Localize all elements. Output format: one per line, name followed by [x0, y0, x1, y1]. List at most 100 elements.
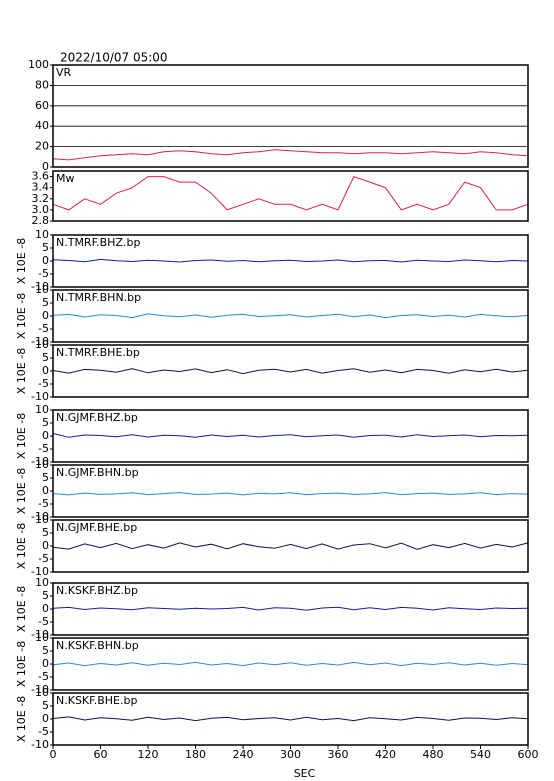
y-tick-label: 20: [35, 140, 49, 153]
x-tick-label: 0: [50, 748, 57, 761]
y-tick-label: 10: [35, 283, 49, 296]
y-tick-label: 3.2: [32, 192, 50, 205]
y-axis-label: X 10E -8: [15, 293, 28, 339]
y-tick-label: 0: [42, 657, 49, 670]
series-line: [52, 313, 529, 319]
y-tick-label: 0: [42, 254, 49, 267]
y-tick-label: 5: [42, 241, 49, 254]
y-axis-label: X 10E -8: [15, 468, 28, 514]
panel-frame: [52, 637, 529, 691]
series-line: [52, 258, 529, 263]
panel-title: N.KSKF.BHZ.bp: [56, 584, 138, 597]
y-tick-label: 3.0: [32, 203, 50, 216]
y-tick-label: 0: [42, 484, 49, 497]
y-axis-label: X 10E -8: [15, 586, 28, 632]
panel-frame: [52, 64, 529, 168]
y-tick-label: -10: [31, 565, 49, 578]
series-line: [52, 661, 529, 667]
y-tick-label: 10: [35, 513, 49, 526]
y-tick-label: 5: [42, 296, 49, 309]
x-tick-label: 480: [423, 748, 444, 761]
y-tick-label: 2.8: [32, 214, 50, 227]
series-line: [52, 368, 529, 375]
y-tick-label: -5: [38, 442, 49, 455]
y-tick-label: -5: [38, 725, 49, 738]
panel-frame: [52, 234, 529, 288]
y-tick-label: 3.4: [32, 181, 50, 194]
y-tick-label: 10: [35, 686, 49, 699]
y-tick-label: -5: [38, 670, 49, 683]
y-tick-label: -5: [38, 615, 49, 628]
panel-frame: [52, 582, 529, 636]
chart-title: 2022/10/07 05:00: [60, 51, 168, 65]
y-tick-label: 5: [42, 471, 49, 484]
series-line: [52, 175, 529, 211]
panel-title: N.TMRF.BHZ.bp: [56, 236, 140, 249]
y-tick-label: 100: [28, 58, 49, 71]
y-tick-label: 5: [42, 351, 49, 364]
panel-title: VR: [56, 66, 72, 79]
series-line: [52, 716, 529, 722]
panel-title: N.GJMF.BHN.bp: [56, 466, 139, 479]
y-tick-label: 0: [42, 539, 49, 552]
panel-title: Mw: [56, 172, 75, 185]
y-tick-label: -5: [38, 377, 49, 390]
y-tick-label: -5: [38, 552, 49, 565]
y-axis-label: X 10E -8: [15, 696, 28, 742]
series-line: [52, 542, 529, 550]
y-tick-label: 0: [42, 602, 49, 615]
series-line: [52, 432, 529, 438]
y-tick-label: -10: [31, 455, 49, 468]
panel-title: N.TMRF.BHE.bp: [56, 346, 140, 359]
panel-title: N.GJMF.BHE.bp: [56, 521, 137, 534]
panel-frame: [52, 519, 529, 573]
y-tick-label: 10: [35, 458, 49, 471]
y-tick-label: -10: [31, 280, 49, 293]
x-tick-label: 120: [138, 748, 159, 761]
y-tick-label: 10: [35, 338, 49, 351]
y-tick-label: 10: [35, 631, 49, 644]
y-axis-label: X 10E -8: [15, 523, 28, 569]
y-tick-label: 10: [35, 403, 49, 416]
x-tick-label: 60: [94, 748, 108, 761]
y-tick-label: 40: [35, 119, 49, 132]
x-tick-label: 240: [233, 748, 254, 761]
x-axis-label: SEC: [294, 767, 316, 780]
panel-frame: [52, 464, 529, 518]
y-tick-label: 0: [42, 160, 49, 173]
x-tick-label: 180: [185, 748, 206, 761]
y-tick-label: -5: [38, 497, 49, 510]
y-axis-label: X 10E -8: [15, 413, 28, 459]
y-tick-label: -10: [31, 335, 49, 348]
y-tick-label: 3.6: [32, 170, 50, 183]
y-tick-label: 5: [42, 644, 49, 657]
y-tick-label: -5: [38, 267, 49, 280]
y-tick-label: -10: [31, 628, 49, 641]
y-tick-label: 5: [42, 589, 49, 602]
y-tick-label: 0: [42, 309, 49, 322]
y-tick-label: 60: [35, 99, 49, 112]
y-tick-label: -10: [31, 738, 49, 751]
panel-title: N.GJMF.BHZ.bp: [56, 411, 138, 424]
y-axis-label: X 10E -8: [15, 238, 28, 284]
y-tick-label: 10: [35, 576, 49, 589]
y-tick-label: -10: [31, 683, 49, 696]
y-axis-label: X 10E -8: [15, 641, 28, 687]
panel-frame: [52, 409, 529, 463]
panel-frame: [52, 170, 529, 222]
x-tick-label: 420: [375, 748, 396, 761]
y-tick-label: 5: [42, 416, 49, 429]
y-tick-label: 0: [42, 364, 49, 377]
series-line: [52, 606, 529, 611]
panel-frame: [52, 344, 529, 398]
y-tick-label: -5: [38, 322, 49, 335]
y-tick-label: -10: [31, 390, 49, 403]
x-tick-label: 360: [328, 748, 349, 761]
x-tick-label: 600: [518, 748, 539, 761]
y-tick-label: 5: [42, 526, 49, 539]
series-line: [52, 149, 529, 161]
panel-title: N.TMRF.BHN.bp: [56, 291, 141, 304]
y-axis-label: X 10E -8: [15, 348, 28, 394]
series-line: [52, 492, 529, 496]
